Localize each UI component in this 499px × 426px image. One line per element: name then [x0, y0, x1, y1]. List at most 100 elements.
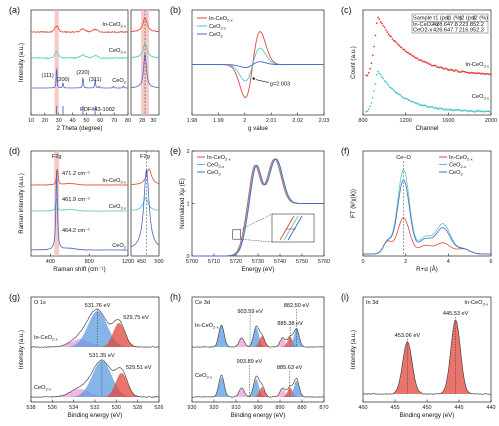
envelope-line	[30, 308, 160, 348]
data-point	[403, 48, 406, 51]
x-tick-label: 500	[154, 259, 163, 265]
table-cell: 52.3	[473, 28, 484, 34]
y-tick-label: 0	[186, 254, 189, 260]
data-point	[387, 84, 390, 86]
series-label: CeO2-x	[195, 373, 212, 380]
highlight-band	[54, 10, 59, 115]
peak-energy: 445.53 eV	[443, 311, 469, 317]
data-point	[474, 110, 477, 113]
data-point	[445, 67, 448, 70]
series-line	[363, 169, 491, 255]
panel-label: (f)	[341, 146, 350, 156]
series-label: CeO2-x	[109, 48, 126, 55]
data-point	[407, 51, 410, 54]
table-cell: In-CeO2-x	[413, 22, 439, 28]
data-point	[429, 63, 432, 66]
x-tick-label: 450	[422, 405, 431, 411]
data-point	[420, 59, 423, 62]
panel-e: (e) 5700 5710 5720 5730 5740 5750 5760 Energy (e…	[170, 146, 330, 273]
data-point	[427, 106, 429, 109]
panel-g: (g) 538 536 534 532 530 528 526 Binding energy (…	[9, 292, 164, 419]
data-point	[381, 22, 383, 25]
x-tick-label: 528	[133, 405, 142, 411]
x-tick-label: 5710	[208, 259, 220, 265]
fit-component	[285, 380, 308, 397]
data-point	[465, 109, 467, 112]
data-point	[367, 108, 370, 110]
data-point	[449, 108, 452, 111]
panel-i: (i) 460 455 450 445 440 Binding energy (eV) Int…	[341, 292, 496, 419]
peak-hkl: (200)	[56, 77, 69, 83]
highlight-band	[54, 151, 60, 256]
x-axis-label: Binding energy (eV)	[231, 412, 286, 419]
x-tick-label: 460	[358, 405, 367, 411]
peak-energy: 882.50 eV	[284, 303, 310, 309]
data-point	[441, 67, 444, 69]
x-tick-label: 1200	[122, 259, 134, 265]
data-point	[399, 45, 402, 48]
peak-energy: 903.59 eV	[237, 309, 263, 315]
table-cell: 426.6	[433, 28, 447, 34]
data-point	[386, 82, 389, 85]
core-level-label: Ce 3d	[195, 300, 210, 306]
data-point	[375, 22, 378, 25]
data-point	[381, 76, 383, 78]
table-cell: 52.2	[473, 22, 484, 28]
inset: 28 30	[130, 9, 160, 124]
data-point	[457, 108, 460, 111]
data-point	[480, 72, 483, 75]
x-tick-label: 5760	[318, 259, 330, 265]
x-tick-label: 538	[26, 405, 35, 411]
x-tick-label: 2	[404, 259, 407, 265]
data-point	[379, 21, 382, 23]
panel-label: (a)	[9, 5, 20, 15]
table-cell: CeO2-x	[413, 28, 432, 34]
inset: F2g 450 500	[130, 150, 164, 265]
data-point	[373, 89, 375, 92]
fit-component	[210, 377, 232, 397]
data-point	[470, 110, 473, 112]
data-point	[416, 57, 419, 60]
envelope-line	[191, 324, 324, 348]
plot-frame	[30, 150, 129, 257]
x-tick-label: 5740	[274, 259, 286, 265]
zoom-guide	[240, 213, 273, 230]
x-tick-label: 445	[454, 405, 463, 411]
series-line	[363, 179, 491, 255]
data-point	[430, 106, 433, 109]
data-point	[383, 80, 386, 82]
data-point	[370, 62, 373, 65]
peak-energy: 531.76 eV	[85, 303, 111, 309]
x-tick-label: 60	[97, 118, 103, 124]
data-point	[416, 102, 419, 105]
table-cell: 216.9	[459, 28, 473, 34]
table-header: I2 (%)	[473, 16, 488, 22]
x-tick-label: 440	[486, 405, 495, 411]
data-point	[471, 71, 474, 74]
legend-label: CeO2	[209, 32, 224, 39]
data-point	[417, 59, 420, 61]
x-axis-label: g value	[248, 125, 269, 132]
fit-component	[436, 320, 475, 394]
data-point	[378, 72, 381, 75]
x-tick-label: 5720	[230, 259, 242, 265]
data-point	[395, 41, 398, 44]
fit-component	[251, 336, 273, 347]
envelope-line	[191, 374, 325, 398]
data-point	[373, 45, 375, 48]
data-point	[391, 88, 394, 90]
y-axis-label: Intensity (a.u.)	[18, 330, 25, 369]
data-point	[369, 105, 372, 108]
x-tick-label: 1.99	[213, 118, 224, 124]
data-point	[400, 95, 403, 98]
x-axis-label: 2 Theta (degree)	[57, 125, 103, 132]
peak-energy: 529.51 eV	[126, 365, 152, 371]
x-tick-label: 536	[48, 405, 57, 411]
series-line	[30, 198, 129, 212]
zoom-guide	[240, 238, 273, 243]
x-tick-label: 920	[209, 405, 218, 411]
series-line	[30, 25, 129, 33]
y-tick-label: 1	[186, 202, 189, 208]
envelope-line	[30, 359, 160, 398]
x-tick-label: 0	[361, 259, 364, 265]
